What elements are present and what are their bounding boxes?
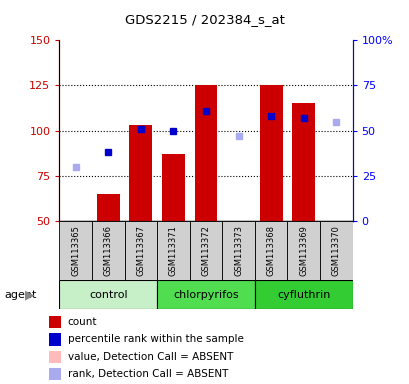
Text: GSM113365: GSM113365 bbox=[71, 225, 80, 276]
Text: ▶: ▶ bbox=[25, 288, 34, 301]
Text: GSM113370: GSM113370 bbox=[331, 225, 340, 276]
Text: control: control bbox=[89, 290, 127, 300]
Bar bbox=[59, 280, 157, 309]
Bar bbox=[59, 221, 92, 280]
Bar bbox=[194, 86, 217, 221]
Bar bbox=[254, 221, 287, 280]
Text: percentile rank within the sample: percentile rank within the sample bbox=[67, 334, 243, 344]
Text: GSM113373: GSM113373 bbox=[234, 225, 243, 276]
Text: rank, Detection Call = ABSENT: rank, Detection Call = ABSENT bbox=[67, 369, 227, 379]
Bar bbox=[129, 125, 152, 221]
Text: count: count bbox=[67, 317, 97, 327]
Bar bbox=[254, 280, 352, 309]
Bar bbox=[157, 280, 254, 309]
Bar bbox=[97, 194, 119, 221]
Text: GSM113366: GSM113366 bbox=[103, 225, 112, 276]
Bar bbox=[222, 221, 254, 280]
Text: cyfluthrin: cyfluthrin bbox=[276, 290, 330, 300]
Bar bbox=[157, 221, 189, 280]
Bar bbox=[162, 154, 184, 221]
Text: GSM113369: GSM113369 bbox=[299, 225, 308, 276]
Bar bbox=[292, 104, 315, 221]
Text: GSM113372: GSM113372 bbox=[201, 225, 210, 276]
Text: GSM113371: GSM113371 bbox=[169, 225, 178, 276]
Text: GSM113368: GSM113368 bbox=[266, 225, 275, 276]
Bar bbox=[319, 221, 352, 280]
Bar bbox=[189, 221, 222, 280]
Bar bbox=[124, 221, 157, 280]
Bar bbox=[287, 221, 319, 280]
Text: GSM113367: GSM113367 bbox=[136, 225, 145, 276]
Bar bbox=[259, 86, 282, 221]
Text: agent: agent bbox=[4, 290, 36, 300]
Text: value, Detection Call = ABSENT: value, Detection Call = ABSENT bbox=[67, 352, 232, 362]
Text: GDS2215 / 202384_s_at: GDS2215 / 202384_s_at bbox=[125, 13, 284, 26]
Text: chlorpyrifos: chlorpyrifos bbox=[173, 290, 238, 300]
Bar bbox=[92, 221, 124, 280]
